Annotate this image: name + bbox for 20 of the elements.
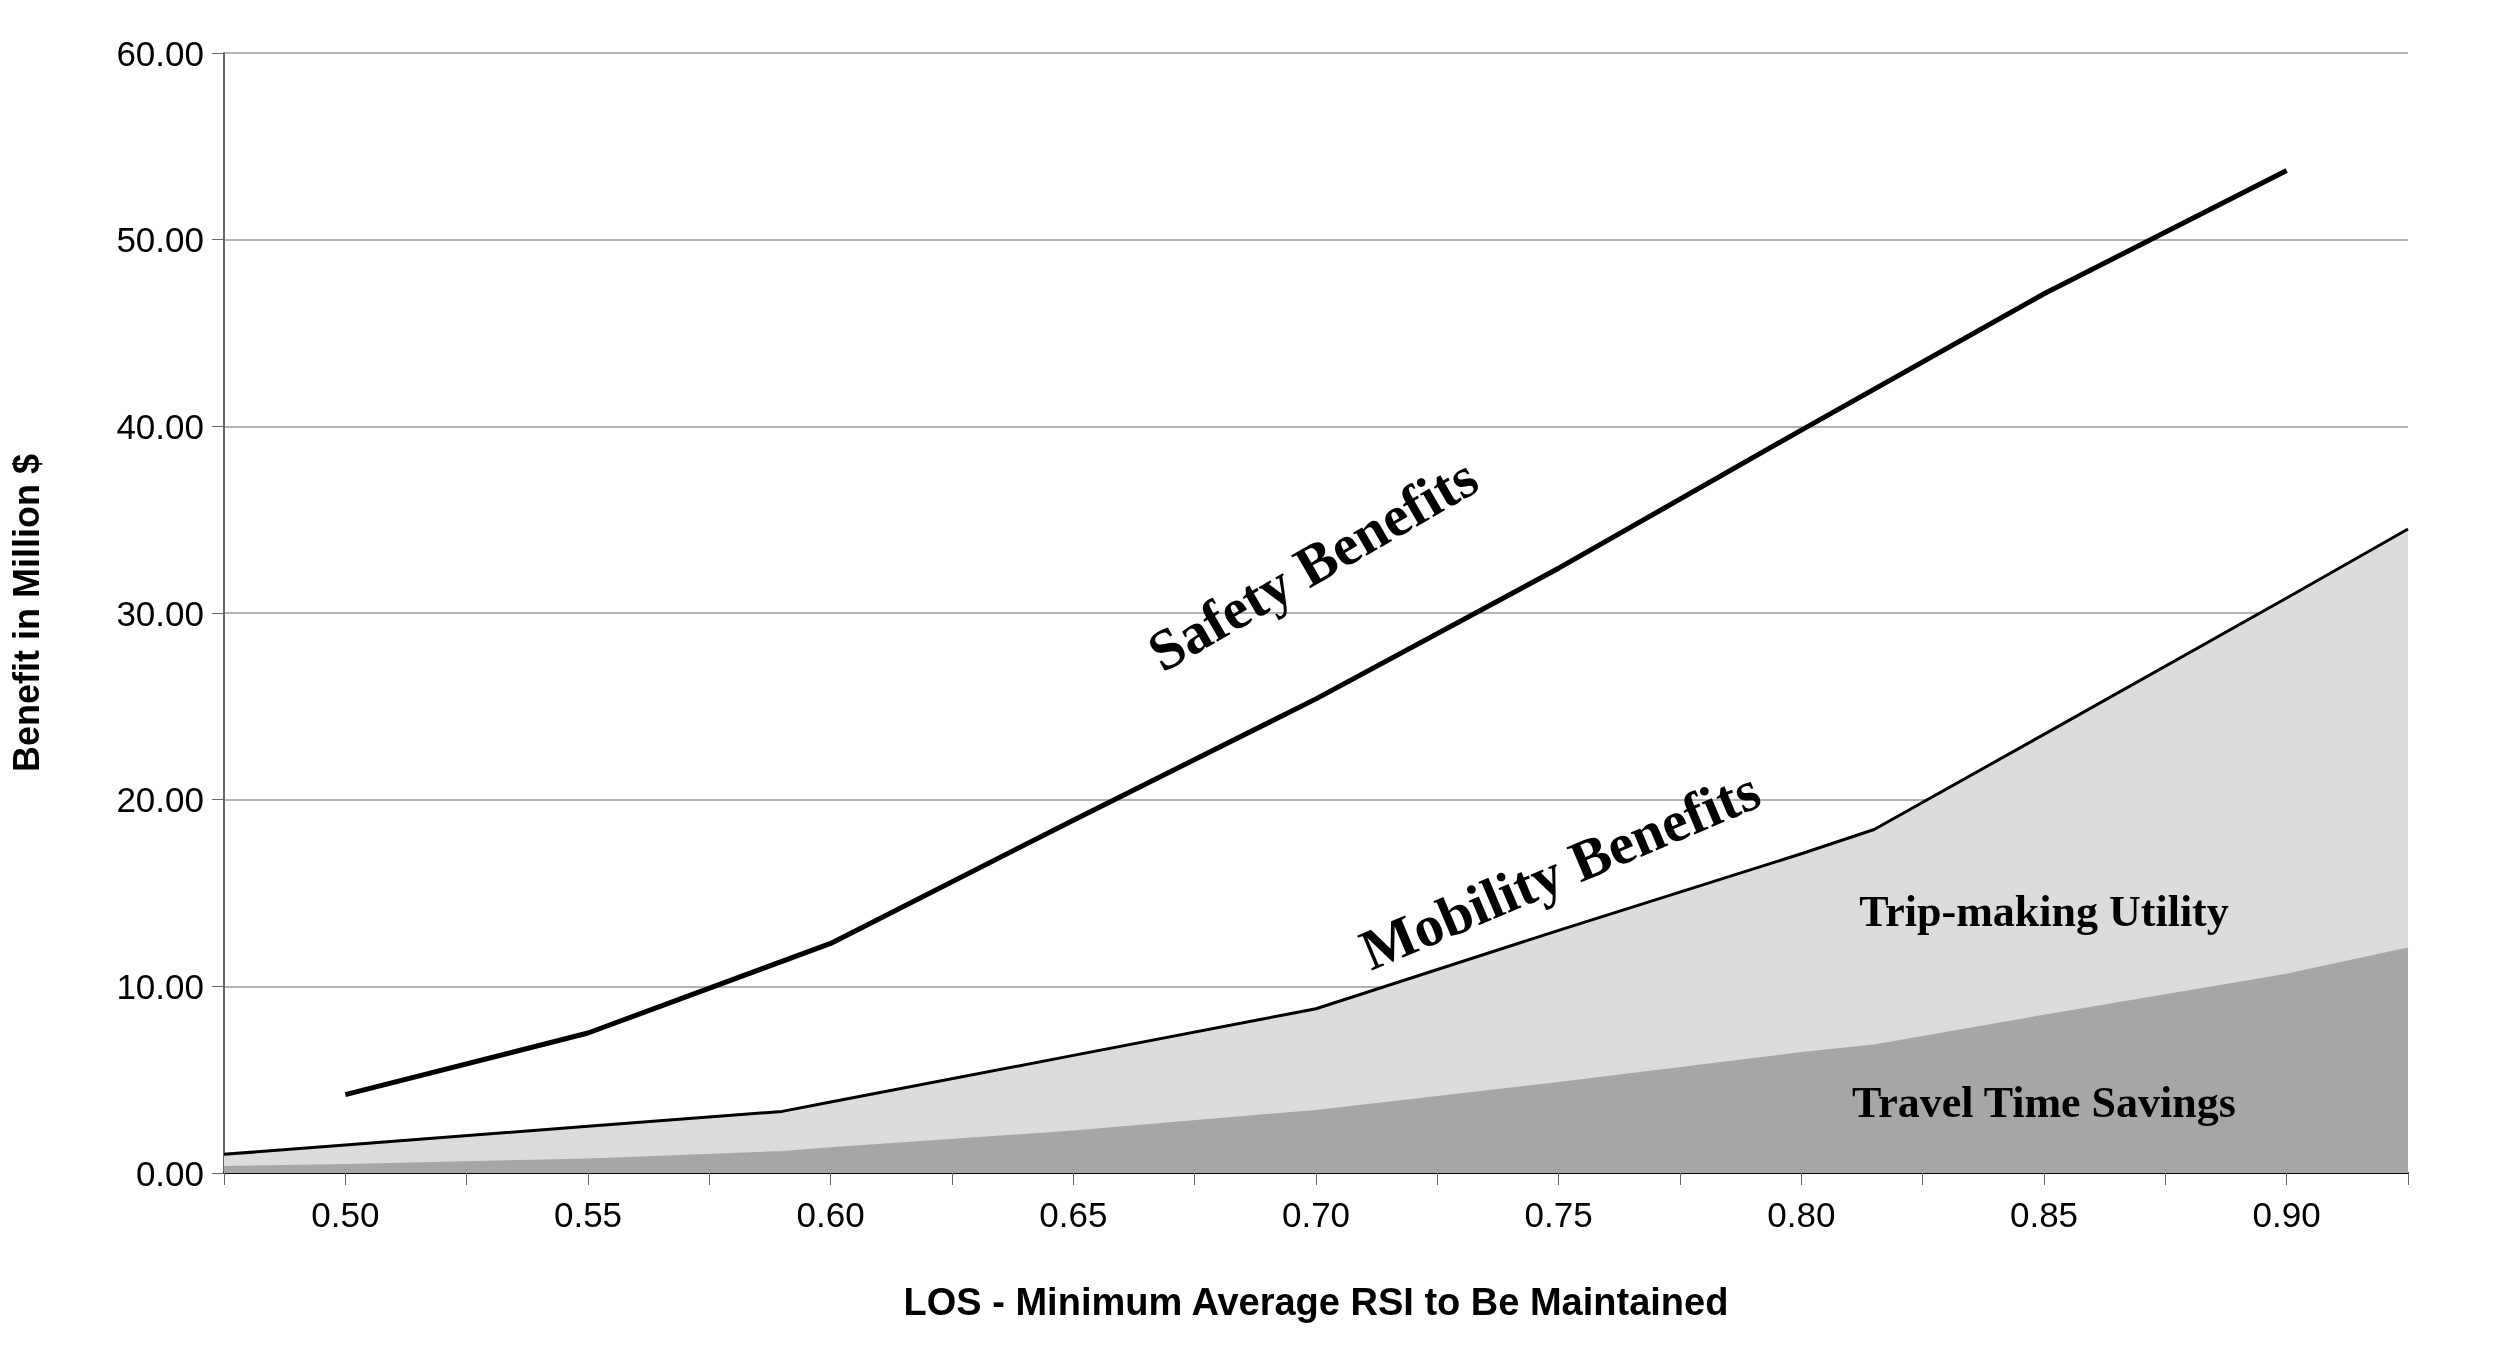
x-tick-label: 0.85 [2009,1195,2079,1234]
x-tick-label: 0.75 [1524,1195,1593,1234]
y-tick-label: 60.00 [116,33,204,73]
x-axis-title: LOS - Minimum Average RSI to Be Maintained [903,1281,1729,1323]
y-tick-label: 10.00 [116,966,204,1006]
y-tick-label: 30.00 [116,593,204,633]
x-tick-label: 0.60 [796,1195,865,1234]
y-tick-label: 40.00 [116,406,204,446]
x-tick-label: 0.90 [2252,1195,2321,1234]
x-tick-label: 0.80 [1767,1195,1836,1234]
x-tick-label: 0.55 [553,1195,623,1234]
x-tick-label: 0.65 [1039,1195,1108,1234]
y-tick-label: 0.00 [135,1153,204,1193]
y-tick-label: 50.00 [116,220,204,260]
x-tick-label: 0.70 [1281,1195,1351,1234]
y-axis-title: Benefit in Million $ [5,453,47,773]
x-tick-label: 0.50 [311,1195,380,1234]
series-label: Travel Time Savings [1852,1077,2236,1127]
y-tick-label: 20.00 [116,780,204,820]
series-label: Trip-making Utility [1859,886,2229,936]
